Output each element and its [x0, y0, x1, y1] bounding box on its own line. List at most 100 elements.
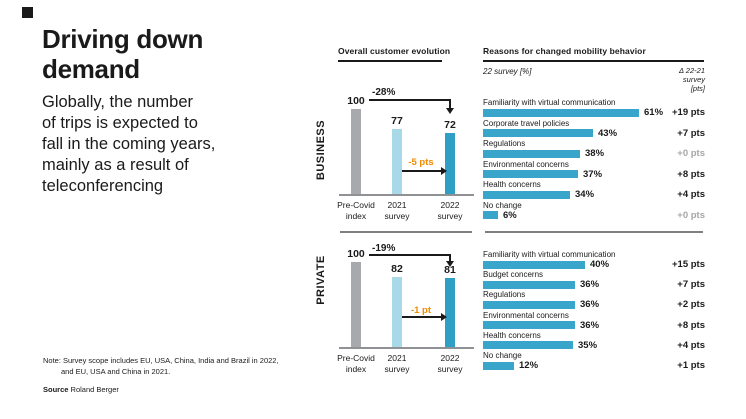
reasons-unit-label: 22 survey [%]: [483, 67, 532, 76]
business-arrow-head-down-icon: [445, 108, 454, 114]
business-reason-delta: +7 pts: [677, 127, 705, 139]
business-reason-label-corporate-travel-policies: Corporate travel policies: [483, 118, 570, 128]
business-reason-value: 37%: [583, 168, 603, 180]
business-points-change-label: -5 pts: [408, 157, 434, 168]
private-reason-bar-budget-concerns: [483, 280, 575, 289]
business-reason-delta: +0 pts: [677, 209, 705, 221]
private-reason-delta: +15 pts: [671, 259, 705, 270]
business-reason-bar-health-concerns: [483, 190, 570, 199]
business-reason-value: 34%: [575, 189, 595, 200]
business-reason-label-regulations: Regulations: [483, 139, 526, 148]
business-reason-delta: +0 pts: [677, 148, 705, 159]
private-reason-bar-regulations: [483, 300, 575, 309]
private-points-arrow-line: [402, 316, 441, 318]
source-value: Roland Berger: [70, 385, 119, 394]
business-category-label: Pre-Covid index: [337, 200, 375, 221]
private-reason-value: 36%: [580, 279, 600, 291]
reasons-header-underline: [483, 60, 704, 62]
business-reason-label-no-change: No change: [483, 200, 522, 210]
private-reason-value: 35%: [578, 339, 598, 351]
logo-square-mark: [22, 7, 33, 18]
private-reason-value: 36%: [580, 299, 600, 311]
evolution-header-underline: [338, 60, 442, 62]
private-reason-label-familiarity-with-virtual-communication: Familiarity with virtual communication: [483, 250, 616, 259]
source-label: Source: [43, 385, 69, 394]
private-arrow-head-right-icon: [441, 313, 447, 321]
slide-subtitle: Globally, the number of trips is expecte…: [42, 93, 216, 195]
business-reason-bar-familiarity-with-virtual-communication: [483, 108, 639, 117]
private-total-change-label: -19%: [372, 243, 396, 254]
private-arrow-line-vertical: [449, 254, 451, 261]
private-reason-value: 12%: [519, 360, 539, 371]
private-bar-value-label: 82: [391, 263, 403, 275]
private-reason-bar-environmental-concerns: [483, 321, 575, 330]
private-category-label: Pre-Covid index: [337, 353, 375, 374]
business-reason-value: 43%: [598, 127, 618, 139]
section-label-private: PRIVATE: [315, 255, 327, 305]
business-bar-value-label: 77: [391, 115, 403, 127]
private-evolution-axis: [339, 347, 474, 349]
private-bar-pre-covid-index: [351, 262, 361, 347]
reasons-chart-title: Reasons for changed mobility behavior: [483, 46, 646, 56]
business-bar-pre-covid-index: [351, 109, 361, 194]
private-reason-label-environmental-concerns: Environmental concerns: [483, 310, 569, 320]
private-reason-label-health-concerns: Health concerns: [483, 330, 541, 340]
business-reason-label-familiarity-with-virtual-communication: Familiarity with virtual communication: [483, 98, 616, 107]
private-reason-bar-health-concerns: [483, 341, 573, 350]
private-reason-label-budget-concerns: Budget concerns: [483, 270, 544, 280]
private-category-label: 2022 survey: [437, 353, 463, 374]
private-reason-delta: +2 pts: [677, 299, 705, 311]
private-reason-value: 36%: [580, 319, 600, 331]
business-arrow-head-right-icon: [441, 167, 447, 175]
business-reason-delta: +8 pts: [677, 168, 705, 180]
business-reason-value: 6%: [503, 209, 517, 221]
business-reason-bar-no-change: [483, 211, 498, 219]
business-points-arrow-line: [402, 170, 441, 172]
source-line: Source Roland Berger: [43, 385, 119, 394]
private-reason-delta: +7 pts: [677, 279, 705, 291]
business-bar-value-label: 72: [444, 119, 456, 131]
private-reason-label-regulations: Regulations: [483, 290, 526, 300]
private-category-label: 2021 survey: [384, 353, 410, 374]
private-reason-bar-familiarity-with-virtual-communication: [483, 260, 585, 269]
private-bar-value-label: 100: [347, 248, 365, 260]
private-reason-delta: +8 pts: [677, 319, 705, 331]
business-total-change-label: -28%: [372, 87, 396, 98]
private-bar-2022-survey: [445, 278, 455, 347]
business-arrow-line-vertical: [449, 99, 451, 108]
business-reason-delta: +4 pts: [677, 189, 705, 200]
section-divider-right: [485, 231, 703, 233]
business-bar-value-label: 100: [347, 95, 365, 107]
business-bar-2021-survey: [392, 129, 402, 194]
business-arrow-line-horizontal: [369, 99, 451, 101]
private-reason-value: 40%: [590, 259, 610, 270]
business-category-label: 2022 survey: [437, 200, 463, 221]
private-reason-bar-no-change: [483, 361, 514, 370]
section-divider-left: [340, 231, 472, 233]
business-reason-bar-regulations: [483, 149, 580, 158]
delta-column-header: Δ 22-21 survey [pts]: [678, 66, 705, 93]
business-evolution-axis: [339, 194, 474, 196]
business-reason-value: 61%: [644, 107, 664, 118]
private-arrow-head-down-icon: [445, 261, 454, 267]
business-reason-bar-environmental-concerns: [483, 170, 578, 178]
business-reason-bar-corporate-travel-policies: [483, 129, 593, 137]
private-points-change-label: -1 pt: [410, 305, 432, 316]
footnote-line2: and EU, USA and China in 2021.: [61, 367, 171, 376]
private-bar-value-label: 81: [444, 264, 456, 276]
business-reason-value: 38%: [585, 148, 605, 159]
footnote-line1: Note: Survey scope includes EU, USA, Chi…: [43, 356, 279, 365]
slide-title: Driving down demand: [42, 24, 204, 84]
business-reason-label-environmental-concerns: Environmental concerns: [483, 159, 569, 169]
private-bar-2021-survey: [392, 277, 402, 347]
business-category-label: 2021 survey: [384, 200, 410, 221]
private-arrow-line-horizontal: [369, 254, 451, 256]
section-label-business: BUSINESS: [315, 119, 327, 181]
business-bar-2022-survey: [445, 133, 455, 194]
private-reason-delta: +1 pts: [677, 360, 705, 371]
private-reason-label-no-change: No change: [483, 351, 522, 360]
private-reason-delta: +4 pts: [677, 339, 705, 351]
evolution-chart-title: Overall customer evolution: [338, 46, 451, 56]
business-reason-label-health-concerns: Health concerns: [483, 180, 541, 189]
